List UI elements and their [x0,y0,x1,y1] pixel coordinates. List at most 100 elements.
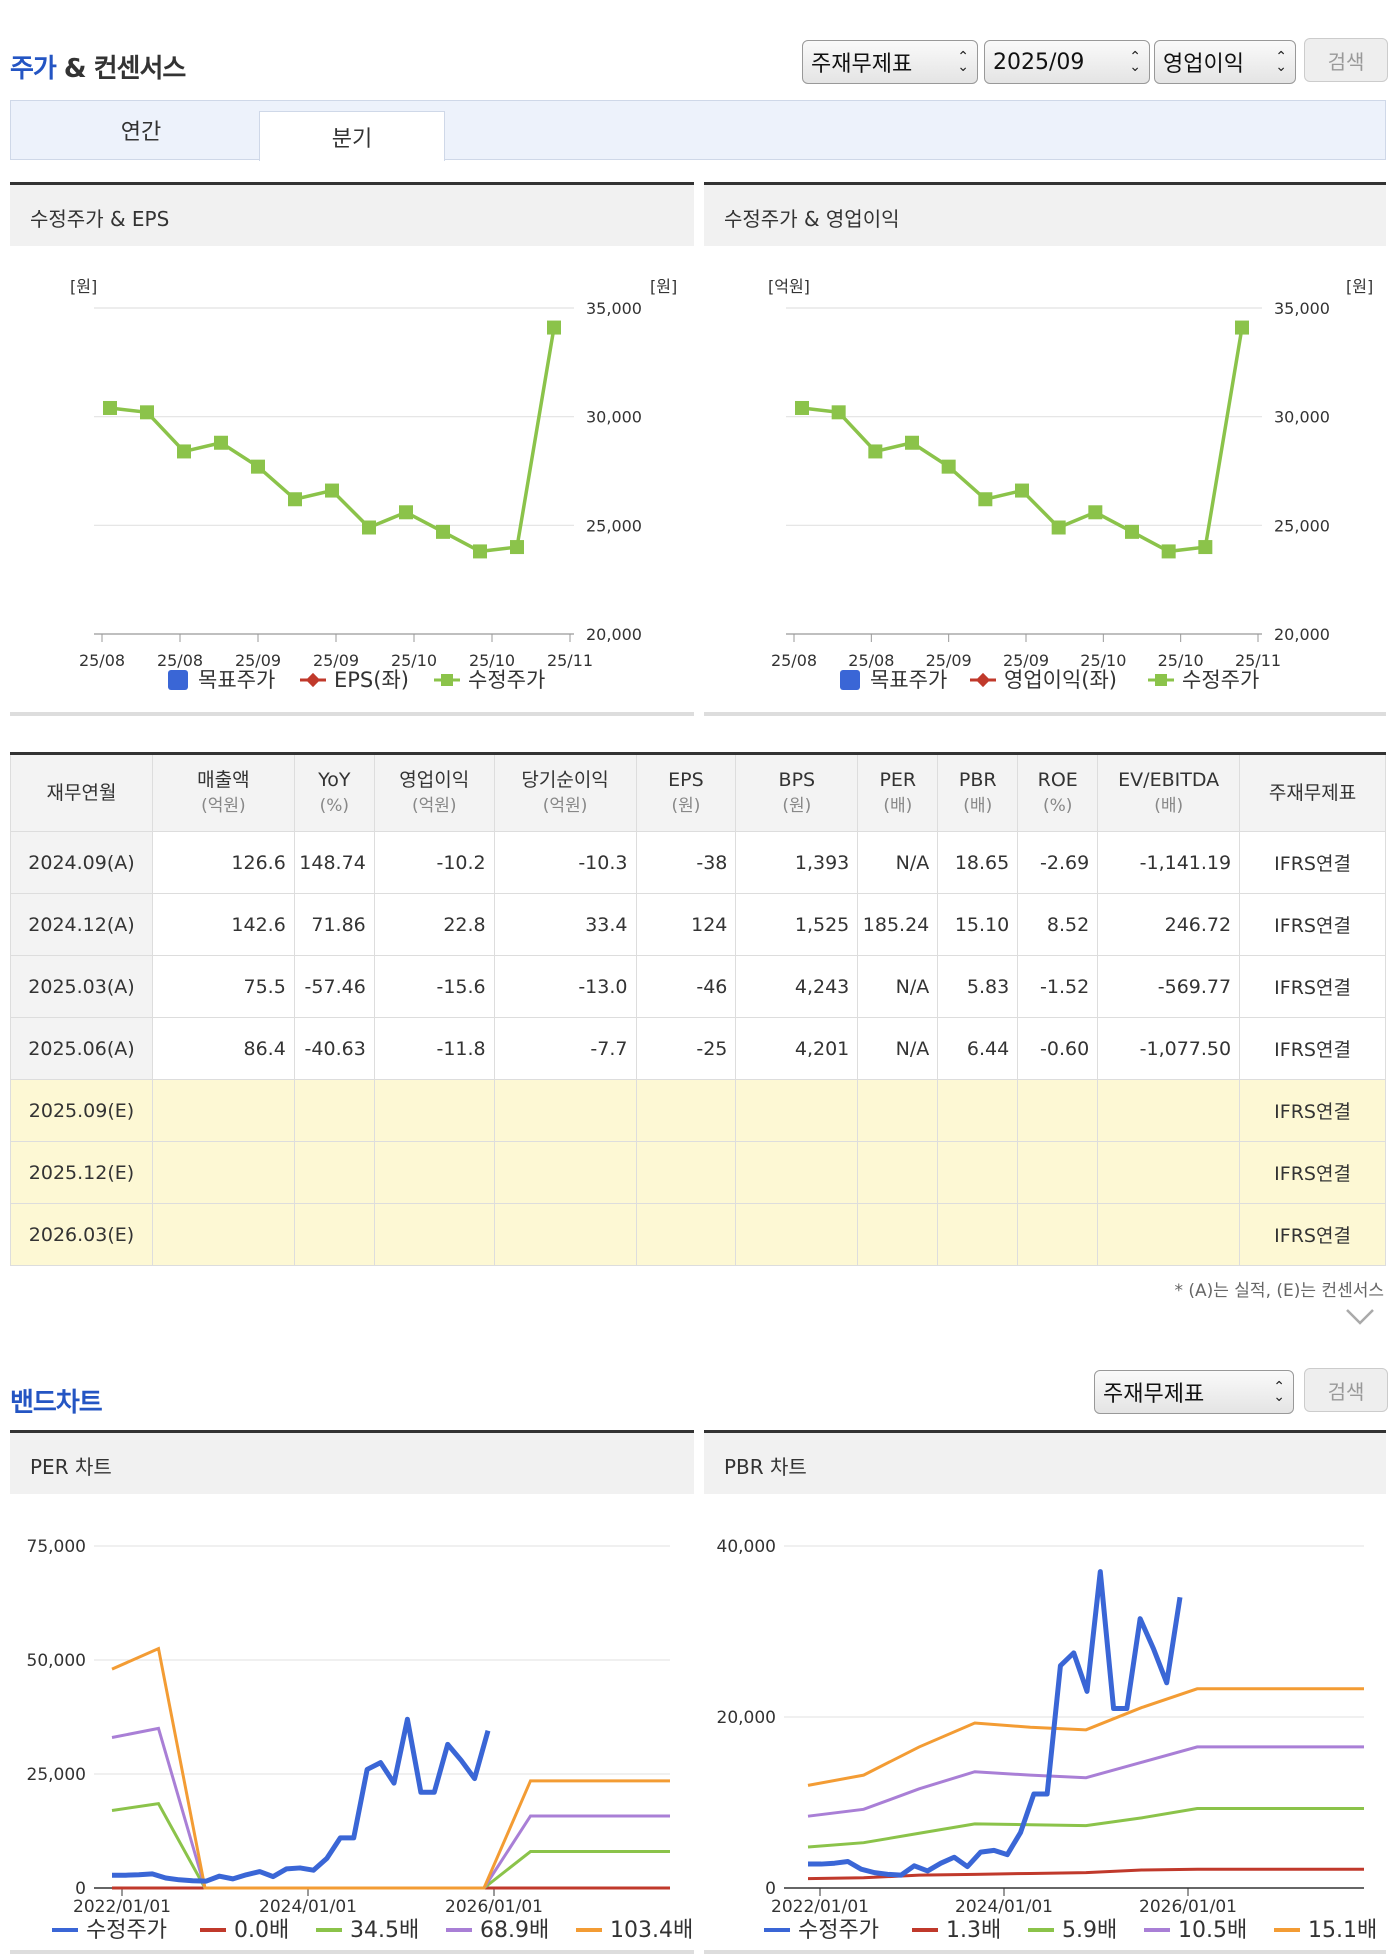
legend-label: 10.5배 [1178,1918,1247,1943]
tab-quarterly[interactable]: 분기 [259,111,445,161]
statement-type-select[interactable]: 주재무제표 ⌃ ⌄ [802,40,978,84]
panel-divider [704,1950,1386,1954]
table-cell [635,1141,737,1204]
table-cell: -57.46 [293,955,375,1018]
table-header-row: 재무연월 매출액 (억원) YoY (%) 영업이익 (억원) 당기순이익 (억원) EPS (원)… [10,753,1386,832]
legend-label: 목표주가 [870,668,947,692]
legend-marker [1155,674,1167,686]
financial-table: 재무연월 매출액 (억원) YoY (%) 영업이익 (억원) 당기순이익 (억원) EPS (원)… [10,752,1386,1266]
band-search-button[interactable]: 검색 [1304,1368,1388,1412]
legend-label: 수정주가 [86,1918,167,1943]
price-point [1198,540,1213,555]
column-header-label: BPS [778,769,816,791]
chevron-updown-icon: ⌃ ⌄ [1275,49,1287,75]
column-header-unit: (%) [319,796,349,816]
y-tick-label: 30,000 [586,408,642,427]
price-point [325,483,339,498]
price-point [1235,320,1249,335]
chevron-updown-icon: ⌃ ⌄ [1129,49,1141,75]
legend-label: EPS(좌) [334,668,409,692]
table-cell: 8.52 [1017,893,1099,956]
column-header: 매출액 (억원) [151,753,295,832]
legend-label: 15.1배 [1308,1918,1377,1943]
price-point [140,405,154,420]
table-cell [493,1079,637,1142]
table-cell [937,1141,1019,1204]
column-header-unit: (%) [1043,796,1073,816]
table-cell: -46 [635,955,737,1018]
column-header: BPS (원) [735,753,859,832]
column-header: 주재무제표 [1239,753,1386,832]
y-tick-label: 20,000 [1274,625,1330,644]
tab-annual[interactable]: 연간 [120,120,162,145]
column-header-label: 영업이익 [399,769,470,791]
table-cell: 124 [635,893,737,956]
y-tick-label: 25,000 [586,516,642,535]
legend-label: 수정주가 [1182,668,1259,692]
period-select[interactable]: 2025/09 ⌃ ⌄ [984,40,1150,84]
table-cell: 86.4 [151,1017,295,1080]
price-point [436,524,450,539]
search-button[interactable]: 검색 [1304,38,1388,82]
x-tick-label: 25/08 [157,651,203,670]
price-point [1088,505,1103,520]
column-header-unit: (배) [1154,796,1184,816]
column-header-label: PBR [958,769,997,791]
band-line [807,1745,1364,1818]
chevron-down-icon[interactable] [1344,1306,1376,1328]
panel-divider [10,712,694,716]
band-statement-select[interactable]: 주재무제표 ⌃ ⌄ [1094,1370,1294,1414]
table-cell: IFRS연결 [1239,831,1386,894]
y-tick-label: 35,000 [586,299,642,318]
panel-header-per: PER 차트 [10,1430,694,1494]
y-tick-label: 75,000 [27,1537,86,1557]
y-tick-label: 0 [765,1879,776,1899]
table-cell [151,1079,295,1142]
price-point [978,492,993,507]
column-header-label: 매출액 [197,769,250,791]
table-row: 2026.03(E) IFRS연결 [10,1203,1386,1266]
column-header: PER (배) [857,753,939,832]
y-tick-label: 25,000 [27,1765,86,1785]
unit-label-right: [원] [650,277,677,296]
column-header-unit: (원) [671,796,701,816]
column-header-label: ROE [1037,769,1078,791]
table-cell [1097,1079,1241,1142]
price-point [547,320,561,335]
price-point [905,435,919,450]
x-tick-label: 25/10 [469,651,515,670]
table-cell: 148.74 [293,831,375,894]
metric-select[interactable]: 영업이익 ⌃ ⌄ [1154,40,1296,84]
x-tick-label: 25/08 [79,651,125,670]
table-cell: 2026.03(E) [10,1203,153,1266]
statement-type-value: 주재무제표 [811,52,913,77]
table-cell [857,1203,939,1266]
table-cell: -10.3 [493,831,637,894]
x-tick-label: 25/09 [926,651,972,670]
table-cell: 2024.12(A) [10,893,153,956]
column-header: YoY (%) [293,753,375,832]
price-point [510,540,524,555]
table-cell: 2025.03(A) [10,955,153,1018]
legend-marker [975,672,991,688]
table-cell: 2025.12(E) [10,1141,153,1204]
column-header: 당기순이익 (억원) [493,753,637,832]
table-cell: -15.6 [373,955,495,1018]
legend-label: 목표주가 [198,668,275,692]
legend-label: 5.9배 [1062,1918,1117,1943]
y-tick-label: 35,000 [1274,299,1330,318]
table-cell: 75.5 [151,955,295,1018]
x-tick-label: 25/10 [1080,651,1126,670]
table-cell: -0.60 [1017,1017,1099,1080]
band-line [807,1687,1364,1787]
table-row: 2025.09(E) IFRS연결 [10,1079,1386,1142]
price-point [473,544,487,559]
y-tick-label: 40,000 [717,1537,776,1557]
table-cell: -38 [635,831,737,894]
table-cell: 15.10 [937,893,1019,956]
table-cell: IFRS연결 [1239,893,1386,956]
table-row: 2025.03(A) 75.5 -57.46 -15.6 -13.0 -46 4,243 N/… [10,955,1386,1018]
price-eps-chart: [원] [원] 35,000 30,000 25,000 20,000 25/08 25/… [70,277,677,692]
table-cell [151,1141,295,1204]
